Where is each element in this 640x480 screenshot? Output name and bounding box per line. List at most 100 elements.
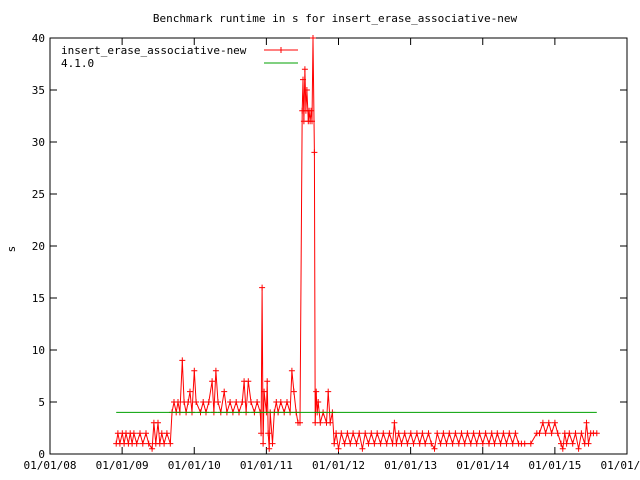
y-tick-label: 25 — [32, 188, 45, 201]
data-point — [149, 445, 156, 452]
data-point — [327, 419, 334, 426]
data-point — [133, 440, 140, 447]
x-tick-label: 01/01/12 — [312, 459, 365, 472]
y-tick-label: 30 — [32, 136, 45, 149]
data-point — [301, 66, 308, 73]
x-tick-label: 01/01/08 — [24, 459, 77, 472]
data-point — [227, 399, 234, 405]
data-point — [139, 440, 146, 447]
data-point — [583, 419, 590, 426]
data-point — [434, 430, 441, 437]
data-point — [512, 430, 519, 437]
data-point — [362, 430, 369, 437]
data-point — [371, 440, 378, 447]
data-point — [497, 440, 504, 447]
data-point — [265, 430, 272, 437]
data-point — [455, 440, 462, 447]
y-axis-label: s — [5, 246, 18, 253]
data-point — [452, 430, 459, 437]
x-tick-label: 01/01/14 — [456, 459, 509, 472]
data-point — [559, 445, 566, 452]
data-point — [425, 430, 432, 437]
data-point — [539, 419, 546, 426]
y-tick-label: 35 — [32, 84, 45, 97]
data-point — [297, 419, 303, 426]
data-point — [413, 430, 420, 437]
data-point — [416, 440, 423, 447]
data-point — [341, 440, 348, 447]
x-tick-label: 01/01/13 — [384, 459, 437, 472]
data-point — [380, 430, 387, 437]
data-point — [401, 430, 408, 437]
y-tick-label: 0 — [38, 448, 45, 461]
x-tick-label: 01/01/11 — [240, 459, 293, 472]
data-point — [179, 357, 186, 364]
x-tick-label: 01/01/16 — [601, 459, 640, 472]
y-tick-label: 20 — [32, 240, 45, 253]
data-point — [551, 419, 558, 426]
data-point — [566, 430, 573, 437]
chart-title: Benchmark runtime in s for insert_erase_… — [153, 12, 518, 25]
data-point — [350, 430, 357, 437]
data-point — [344, 430, 351, 437]
data-point — [145, 440, 152, 447]
data-point — [209, 378, 216, 385]
data-point — [491, 440, 498, 447]
data-point — [404, 440, 411, 447]
data-point — [521, 440, 528, 447]
data-point — [374, 430, 381, 437]
data-point — [467, 440, 474, 447]
data-point — [347, 440, 354, 447]
data-point — [569, 440, 576, 447]
data-point — [437, 440, 444, 447]
data-point — [303, 87, 310, 93]
data-point — [393, 440, 400, 447]
data-point — [488, 430, 495, 437]
data-point — [527, 440, 534, 447]
data-point — [386, 430, 393, 437]
data-point — [338, 430, 345, 437]
x-tick-label: 01/01/15 — [528, 459, 581, 472]
data-point — [254, 399, 261, 405]
data-point — [290, 388, 297, 395]
data-point — [428, 440, 435, 447]
data-point — [410, 440, 417, 447]
data-point — [193, 399, 200, 405]
y-tick-label: 15 — [32, 292, 45, 305]
data-point — [310, 35, 316, 41]
data-point — [368, 430, 375, 437]
axis-ticks: 0 5 10 15 20 25 30 35 40 01/01/08 01/01/09 01/01/10… — [24, 32, 640, 472]
data-point — [264, 378, 271, 385]
data-point — [308, 107, 315, 114]
data-point — [137, 430, 143, 437]
data-point — [175, 399, 181, 405]
data-point — [248, 399, 254, 405]
data-point — [554, 430, 561, 437]
data-point — [479, 440, 486, 447]
data-point — [200, 399, 207, 405]
data-point — [545, 419, 552, 426]
data-point — [155, 419, 161, 426]
data-point — [215, 399, 221, 405]
data-point — [359, 445, 366, 452]
data-point — [365, 440, 372, 447]
data-point — [245, 378, 252, 385]
data-point — [443, 440, 450, 447]
data-point — [563, 440, 570, 447]
data-point — [130, 430, 137, 437]
data-point — [161, 440, 168, 447]
data-point — [536, 430, 543, 437]
data-point — [585, 440, 592, 447]
y-tick-label: 10 — [32, 344, 45, 357]
data-point — [205, 399, 212, 405]
data-point — [419, 430, 426, 437]
data-point — [221, 388, 228, 395]
y-tick-label: 5 — [38, 396, 45, 409]
data-point — [377, 440, 384, 447]
data-point — [212, 367, 219, 374]
data-point — [356, 430, 363, 437]
data-point — [446, 430, 453, 437]
data-point — [578, 430, 585, 437]
data-point — [312, 419, 319, 426]
